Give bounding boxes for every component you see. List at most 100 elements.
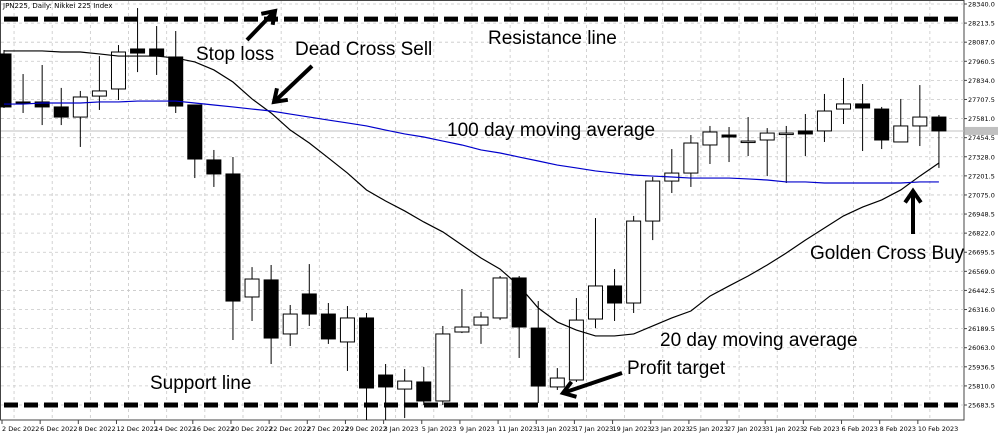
arrow-head	[260, 8, 278, 26]
arrow-shaft	[272, 64, 314, 104]
x-tick-label: 31 Jan 2023	[765, 425, 804, 433]
candle-body-bullish	[836, 103, 852, 110]
candle-body-bearish	[931, 116, 947, 132]
candle-body-bearish	[53, 106, 69, 118]
candle-body-bearish	[149, 48, 165, 57]
candle	[91, 56, 107, 110]
profit-target-label: Profit target	[627, 358, 726, 379]
candle-body-bullish	[339, 317, 355, 343]
candle	[282, 304, 298, 347]
candle	[206, 149, 222, 187]
y-tick-label: 26442.5	[968, 287, 995, 295]
x-tick-label: 9 Jan 2023	[460, 425, 495, 433]
candle-body-bearish	[855, 103, 871, 109]
candle	[244, 267, 260, 321]
resistance-label: Resistance line	[488, 28, 617, 49]
x-tick-label: 27 Dec 2022	[307, 425, 349, 433]
arrow-head	[559, 380, 578, 399]
candle	[473, 311, 489, 344]
candle-body-bullish	[759, 132, 775, 141]
y-tick-label: 27581.0	[968, 115, 995, 123]
candle-body-bearish	[206, 159, 222, 175]
y-tick-label: 28213.5	[968, 20, 995, 28]
candle-body-bearish	[320, 313, 336, 340]
y-tick-label: 25810.0	[968, 382, 995, 390]
candle-body-bullish	[473, 316, 489, 326]
candle	[187, 104, 203, 179]
candle	[416, 367, 432, 406]
candle-body-bullish	[587, 285, 603, 320]
candle	[359, 312, 375, 420]
candle-body-bullish	[110, 51, 126, 90]
candle	[397, 368, 413, 419]
candle-body-bullish	[568, 319, 584, 381]
golden-cross-label: Golden Cross Buy	[810, 243, 965, 264]
candle-body-bearish	[530, 327, 546, 387]
candle	[378, 364, 394, 420]
candle	[893, 98, 909, 143]
candle-body-bearish	[721, 134, 737, 138]
y-tick-label: 26695.5	[968, 249, 995, 257]
x-tick-label: 5 Jan 2023	[422, 425, 457, 433]
candle	[15, 74, 31, 113]
x-tick-label: 6 Dec 2022	[40, 425, 77, 433]
candle-body-bearish	[187, 104, 203, 160]
x-tick-label: 20 Dec 2022	[231, 425, 273, 433]
support-label: Support line	[150, 373, 252, 394]
candle	[435, 325, 451, 406]
x-tick-label: 19 Jan 2023	[613, 425, 652, 433]
candle	[797, 114, 813, 156]
candle	[721, 127, 737, 163]
candle	[34, 64, 50, 126]
candle	[339, 306, 355, 371]
candle-body-bearish	[34, 101, 50, 108]
x-tick-label: 11 Jan 2023	[498, 425, 537, 433]
candle-body-bearish	[359, 317, 375, 389]
candle	[53, 87, 69, 126]
candle-body-bullish	[435, 333, 451, 402]
y-tick-label: 28340.0	[968, 1, 995, 9]
candle-body-bearish	[874, 108, 890, 141]
candle	[492, 276, 508, 321]
candle	[549, 368, 565, 390]
arrow-shaft	[245, 9, 277, 42]
candle	[836, 77, 852, 124]
candle	[626, 215, 642, 313]
candle	[778, 125, 794, 184]
arrow-shaft	[562, 371, 623, 395]
x-tick-label: 16 Dec 2022	[193, 425, 235, 433]
ma20-line	[4, 50, 940, 337]
y-tick-label: 27834.0	[968, 77, 995, 85]
candle-body-bullish	[91, 90, 107, 97]
y-tick-label: 28087.0	[968, 39, 995, 47]
y-tick-label: 25683.5	[968, 402, 995, 410]
candle-body-bearish	[168, 56, 184, 107]
ma100-line	[4, 100, 939, 184]
candle-body-bullish	[816, 110, 832, 132]
candle	[301, 264, 317, 326]
x-tick-label: 2 Feb 2023	[803, 425, 839, 433]
candle	[72, 90, 88, 147]
candle	[587, 218, 603, 329]
candle	[931, 114, 947, 168]
candle-body-bullish	[778, 132, 794, 136]
y-tick-label: 26569.0	[968, 268, 995, 276]
candle-body-bearish	[225, 173, 241, 302]
candle	[607, 269, 623, 321]
x-tick-label: 8 Dec 2022	[78, 425, 115, 433]
y-tick-label: 27454.5	[968, 134, 995, 142]
y-tick-label: 26189.5	[968, 325, 995, 333]
candle	[855, 84, 871, 152]
chart-title: JPN225, Daily: Nikkei 225 Index	[3, 2, 113, 10]
candle	[645, 176, 661, 241]
stop-loss-arrow-icon	[245, 8, 278, 42]
x-tick-label: 27 Jan 2023	[727, 425, 766, 433]
y-tick-label: 26316.0	[968, 306, 995, 314]
y-tick-label: 27707.5	[968, 96, 995, 104]
y-tick-label: 27328.0	[968, 153, 995, 161]
x-tick-label: 3 Jan 2023	[384, 425, 419, 433]
dead-cross-label: Dead Cross Sell	[295, 39, 433, 60]
x-tick-label: 2 Dec 2022	[2, 425, 39, 433]
dead-cross-arrow-icon	[271, 64, 314, 105]
